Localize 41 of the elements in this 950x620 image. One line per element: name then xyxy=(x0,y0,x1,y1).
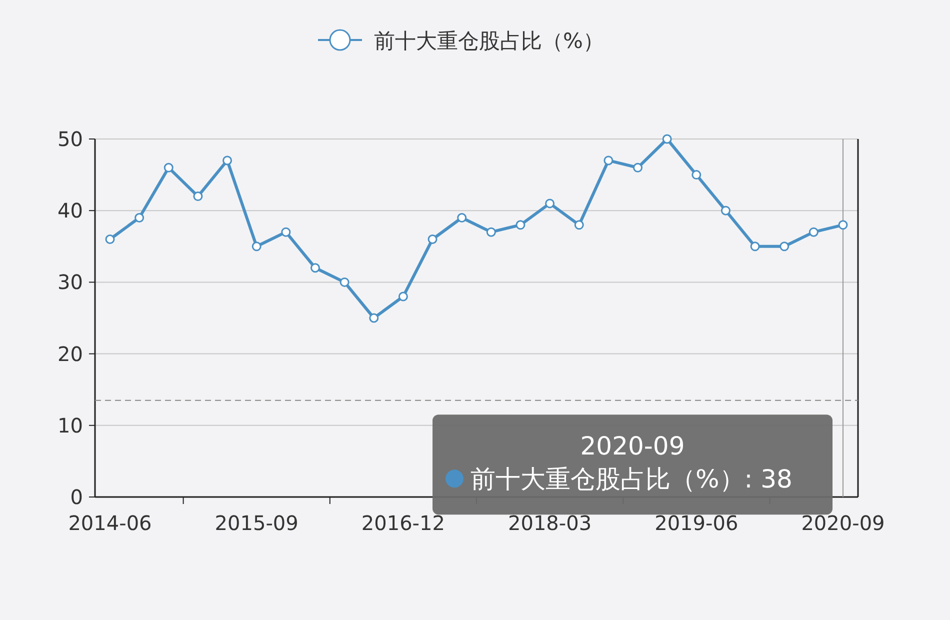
annotation: 2020-09 xyxy=(580,432,685,461)
point xyxy=(838,220,848,230)
point xyxy=(604,156,614,166)
x-tick-label: 2018-03 xyxy=(508,511,592,535)
point xyxy=(545,198,555,208)
point xyxy=(340,277,350,287)
point xyxy=(252,242,262,252)
y-tick-label: 0 xyxy=(70,485,83,509)
point xyxy=(369,313,379,323)
point xyxy=(720,206,730,216)
point xyxy=(780,242,790,252)
point xyxy=(516,220,526,230)
point xyxy=(164,162,174,172)
y-tick-label: 30 xyxy=(58,270,83,294)
point xyxy=(692,170,702,180)
x-tick-label: 2014-06 xyxy=(68,511,152,535)
point xyxy=(662,134,672,144)
y-tick-label: 40 xyxy=(58,198,83,223)
x-tick-label: 2015-09 xyxy=(214,511,298,535)
point xyxy=(310,263,320,273)
point xyxy=(808,227,818,237)
point xyxy=(281,227,291,237)
point xyxy=(486,227,496,237)
point xyxy=(633,162,643,172)
point xyxy=(750,242,760,252)
y-tick-label: 50 xyxy=(58,127,83,151)
point xyxy=(105,234,115,244)
y-tick-label: 10 xyxy=(58,413,83,438)
legend-label: 前十大重仓股占比（%） xyxy=(374,29,604,53)
point xyxy=(398,292,408,302)
point xyxy=(222,156,232,166)
point xyxy=(428,234,438,244)
x-tick-label: 2020-09 xyxy=(801,511,885,535)
x-tick-label: 2019-06 xyxy=(654,511,738,535)
point xyxy=(574,220,584,230)
x-tick-label: 2016-12 xyxy=(361,511,445,535)
annotation: 前十大重仓股占比（%）: 38 xyxy=(470,464,792,494)
point xyxy=(134,213,144,223)
point xyxy=(457,213,467,223)
y-tick-label: 20 xyxy=(58,342,83,366)
point xyxy=(193,192,203,202)
